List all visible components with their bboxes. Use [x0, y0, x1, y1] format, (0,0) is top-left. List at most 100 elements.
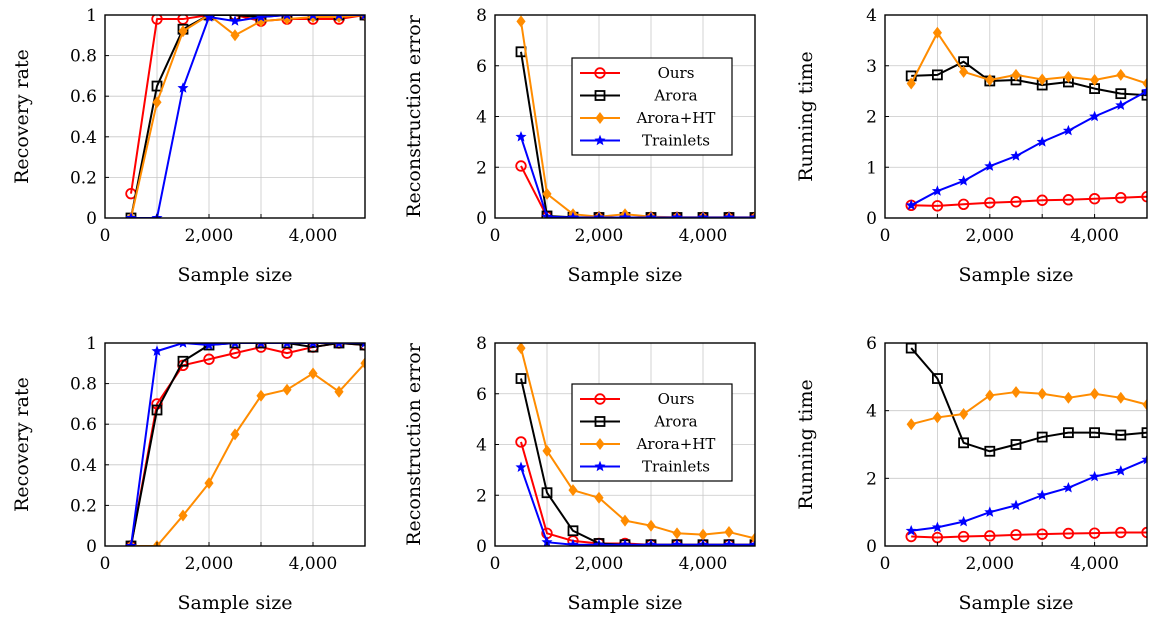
data-point	[932, 69, 943, 81]
y-tick-label: 4	[866, 6, 877, 26]
data-point	[1062, 194, 1075, 206]
data-point	[334, 385, 344, 398]
series-line	[910, 391, 1147, 426]
grid	[105, 343, 365, 546]
data-point	[906, 77, 916, 90]
data-point	[541, 487, 553, 499]
y-tick-label: 0	[86, 209, 97, 229]
legend-item-trainlets: Trainlets	[580, 132, 710, 150]
y-tick-label: 6	[476, 57, 487, 77]
series-arora	[125, 343, 365, 546]
data-point	[567, 211, 579, 218]
data-point	[151, 15, 163, 25]
data-point	[335, 343, 343, 348]
data-point	[1062, 527, 1075, 540]
data-point	[359, 343, 365, 351]
y-tick-label: 4	[476, 436, 487, 456]
y-tick-label: 1	[86, 6, 97, 26]
y-tick-label: 8	[476, 334, 487, 354]
ticks: 0 2,000 4,000 0 2 4 6 8	[476, 6, 727, 246]
data-point	[985, 73, 995, 86]
data-point	[283, 15, 291, 20]
data-point	[151, 80, 163, 92]
series-line	[520, 467, 755, 546]
data-point	[1088, 527, 1101, 539]
y-tick-label: 4	[866, 402, 877, 422]
data-point	[282, 383, 292, 396]
chart-panel-6: 0 2,000 4,000 0 2 4 6 Sample size Running time	[795, 334, 1148, 614]
y-axis-label: Running time	[795, 51, 817, 182]
x-tick-label: 4,000	[679, 226, 728, 246]
legend-marker	[595, 438, 605, 450]
data-point	[932, 373, 943, 384]
data-point	[230, 428, 240, 441]
legend-item-ours: Ours	[580, 64, 694, 82]
data-point	[1010, 196, 1022, 208]
data-point	[905, 524, 917, 536]
data-point	[985, 389, 995, 402]
y-tick-label: 0.4	[70, 456, 97, 476]
data-point	[931, 521, 943, 533]
x-axis-label: Sample size	[568, 264, 683, 286]
x-tick-label: 2,000	[185, 226, 234, 246]
series-line	[130, 15, 365, 194]
legend-item-arora: Arora	[580, 87, 698, 105]
data-point	[594, 491, 604, 504]
y-tick-label: 2	[476, 158, 487, 178]
x-tick-label: 2,000	[575, 554, 624, 574]
x-tick-label: 4,000	[1070, 226, 1119, 246]
data-point	[515, 461, 527, 473]
y-tick-label: 8	[476, 6, 487, 26]
data-point	[723, 538, 735, 546]
data-point	[1036, 489, 1048, 500]
series-trainlets	[515, 461, 755, 546]
data-point	[1141, 453, 1147, 465]
data-point	[984, 530, 996, 542]
grid	[885, 343, 1147, 546]
legend-marker	[594, 416, 606, 427]
data-point	[619, 538, 631, 546]
data-point	[283, 343, 291, 348]
data-point	[959, 408, 969, 421]
data-point	[1141, 85, 1147, 96]
data-point	[932, 411, 942, 424]
data-point	[308, 367, 318, 380]
axes-frame	[884, 342, 1148, 547]
data-point	[1089, 470, 1101, 482]
legend-label: Arora+HT	[636, 109, 716, 127]
data-point	[724, 526, 734, 539]
y-tick-label: 0.8	[70, 47, 97, 67]
data-point	[515, 130, 527, 142]
data-point	[229, 343, 241, 349]
data-point	[1036, 194, 1048, 206]
data-point	[542, 444, 552, 457]
series-line	[911, 195, 1147, 207]
legend-label: Trainlets	[642, 458, 710, 476]
legend-label: Ours	[658, 390, 695, 408]
data-point	[1142, 77, 1147, 90]
y-tick-label: 0	[86, 537, 97, 557]
ticks: 0 2,000 4,000 0 0.2 0.4 0.6 0.8 1	[70, 6, 337, 246]
data-point	[1088, 193, 1101, 205]
x-tick-label: 2,000	[185, 554, 234, 574]
data-point	[1115, 526, 1127, 539]
series-line	[130, 343, 365, 546]
data-point	[256, 389, 266, 402]
data-point	[1116, 68, 1126, 81]
legend-marker	[594, 393, 606, 405]
series-line	[131, 15, 365, 218]
y-tick-label: 3	[866, 57, 877, 77]
legend-label: Arora	[653, 87, 697, 105]
axes-frame	[104, 14, 366, 219]
data-point	[151, 404, 163, 416]
data-point	[1036, 136, 1048, 147]
x-axis-label: Sample size	[178, 264, 293, 286]
series-line	[130, 15, 365, 218]
data-point	[958, 437, 969, 449]
data-point	[125, 212, 137, 218]
chart-panel-5: 0 2,000 4,000 0 2 4 6 8 Sample size Reconstructio…	[403, 334, 756, 614]
series-trainlets	[905, 85, 1147, 211]
x-tick-label: 0	[490, 226, 501, 246]
data-point	[1036, 528, 1048, 540]
data-point	[568, 484, 578, 497]
